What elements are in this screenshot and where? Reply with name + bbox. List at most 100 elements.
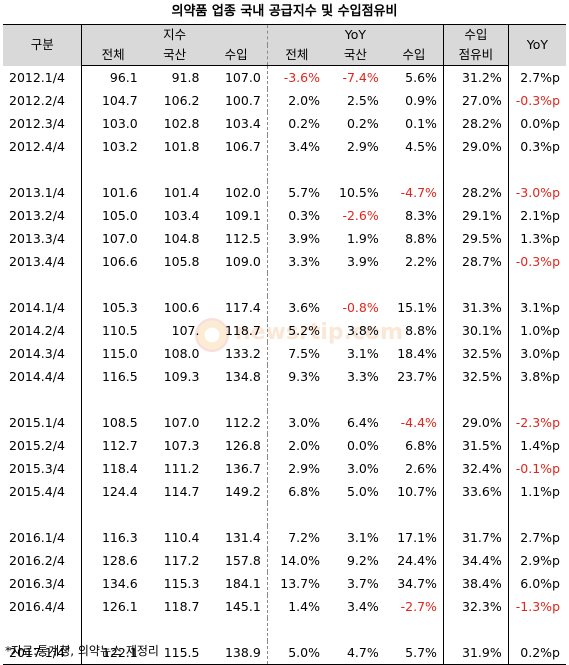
table-row: 2013.1/4 101.6 101.4 102.0 5.7% 10.5% -4.7% 28.… xyxy=(3,181,566,204)
spacer-cell xyxy=(443,273,509,296)
table-row: 2014.2/4 110.5 107. 118.7 5.2% 3.8% 8.8% 30.1% 1… xyxy=(3,319,566,342)
yoy-total-cell: 3.4% xyxy=(288,139,320,154)
spacer-cell xyxy=(267,158,326,181)
spacer-cell xyxy=(508,388,566,411)
quarter-cell: 2014.4/4 xyxy=(3,365,83,388)
yoy-import-cell: 2.2% xyxy=(384,250,444,273)
yoy-domestic-cell: 3.0% xyxy=(346,461,379,476)
yoy-import-cell: 0.9% xyxy=(384,89,444,112)
spacer-cell xyxy=(144,388,206,411)
share-yoy-cell: 6.0%p xyxy=(520,576,560,591)
yoy-total-cell: 3.6% xyxy=(288,300,320,315)
header-row-1: 구분 지수 YoY 수입 YoY xyxy=(3,24,566,66)
yoy-import-cell: 34.7% xyxy=(384,572,444,595)
index-domestic-cell: 102.8 xyxy=(163,116,200,131)
quarter-label: 2014.4/4 xyxy=(9,369,65,384)
quarter-label: 2013.1/4 xyxy=(9,185,65,200)
yoy-total-cell: 14.0% xyxy=(280,553,320,568)
index-domestic-cell: 101.4 xyxy=(163,185,200,200)
quarter-cell: 2014.1/4 xyxy=(3,296,83,319)
spacer-cell xyxy=(384,273,444,296)
spacer-cell xyxy=(443,618,509,641)
table-title: 의약품 업종 국내 공급지수 및 수입점유비 xyxy=(171,4,398,19)
spacer-cell xyxy=(508,618,566,641)
table-row: 2015.1/4 108.5 107.0 112.2 3.0% 6.4% -4.4% 29.0… xyxy=(3,411,566,434)
spacer-cell xyxy=(82,158,144,181)
import-share-cell: 31.2% xyxy=(443,65,509,89)
spacer-cell xyxy=(508,503,566,526)
spacer-cell xyxy=(3,388,83,411)
index-domestic-cell: 118.7 xyxy=(163,599,200,614)
table-row: 2012.2/4 104.7 106.2 100.7 2.0% 2.5% 0.9% 27.0%… xyxy=(3,89,566,112)
yoy-domestic-cell: 3.7% xyxy=(346,576,379,591)
share-yoy-cell: -3.0%p xyxy=(515,185,560,200)
quarter-cell: 2012.2/4 xyxy=(3,89,83,112)
yoy-import-cell: 0.1% xyxy=(384,112,444,135)
header-import-share-bottom: 점유비 xyxy=(443,45,509,66)
yoy-import-cell: 6.8% xyxy=(384,434,444,457)
spacer-cell xyxy=(205,503,268,526)
import-share-cell: 28.2% xyxy=(443,181,509,204)
index-import-cell: 134.8 xyxy=(205,365,268,388)
spacer-cell xyxy=(205,273,268,296)
share-yoy-cell: -0.1%p xyxy=(515,461,560,476)
index-import-cell: 100.7 xyxy=(205,89,268,112)
index-total-cell: 96.1 xyxy=(109,70,138,85)
yoy-total-cell: 5.7% xyxy=(288,185,320,200)
yoy-domestic-cell: 3.9% xyxy=(346,254,379,269)
import-share-cell: 30.1% xyxy=(443,319,509,342)
index-domestic-cell: 111.2 xyxy=(163,461,200,476)
spacer-cell xyxy=(82,388,144,411)
table-row: 2016.1/4 116.3 110.4 131.4 7.2% 3.1% 17.1% 31.7… xyxy=(3,526,566,549)
table-row: 2016.2/4 128.6 117.2 157.8 14.0% 9.2% 24.4% 34.… xyxy=(3,549,566,572)
spacer-cell xyxy=(82,618,144,641)
index-total-cell: 108.5 xyxy=(101,415,138,430)
spacer-cell xyxy=(326,158,385,181)
yoy-domestic-cell: 2.5% xyxy=(346,93,379,108)
share-yoy-cell: 2.9%p xyxy=(520,553,560,568)
yoy-domestic-cell: 0.0% xyxy=(346,438,379,453)
yoy-import-cell: -4.7% xyxy=(384,181,444,204)
table-row: 2013.2/4 105.0 103.4 109.1 0.3% -2.6% 8.3% 29.1… xyxy=(3,204,566,227)
spacer-cell xyxy=(508,158,566,181)
import-share-cell: 31.3% xyxy=(443,296,509,319)
yoy-total-cell: 6.8% xyxy=(288,484,320,499)
spacer-cell xyxy=(205,388,268,411)
index-total-cell: 101.6 xyxy=(101,185,138,200)
quarter-cell: 2016.3/4 xyxy=(3,572,83,595)
index-import-cell: 136.7 xyxy=(205,457,268,480)
group-spacer-row xyxy=(3,388,566,411)
spacer-cell xyxy=(267,273,326,296)
spacer-cell xyxy=(82,273,144,296)
quarter-label: 2016.3/4 xyxy=(9,576,65,591)
index-import-cell: 118.7 xyxy=(205,319,268,342)
quarter-cell: 2015.3/4 xyxy=(3,457,83,480)
quarter-label: 2016.4/4 xyxy=(9,599,65,614)
yoy-import-cell: 10.7% xyxy=(384,480,444,503)
preliminary-mark: P xyxy=(64,644,70,654)
spacer-cell xyxy=(144,503,206,526)
yoy-total-cell: 7.2% xyxy=(288,530,320,545)
table-row: 2012.3/4 103.0 102.8 103.4 0.2% 0.2% 0.1% 28.2%… xyxy=(3,112,566,135)
spacer-cell xyxy=(144,618,206,641)
index-total-cell: 122.1 xyxy=(81,641,144,665)
quarter-label: 2013.4/4 xyxy=(9,254,65,269)
share-yoy-cell: -2.3%p xyxy=(515,415,560,430)
spacer-cell xyxy=(82,503,144,526)
import-share-cell: 29.1% xyxy=(443,204,509,227)
spacer-cell xyxy=(384,158,444,181)
quarter-label: 2016.2/4 xyxy=(9,553,65,568)
import-share-cell: 31.7% xyxy=(443,526,509,549)
import-share-cell: 32.5% xyxy=(443,342,509,365)
index-total-cell: 106.6 xyxy=(101,254,138,269)
index-domestic-cell: 91.8 xyxy=(171,70,200,85)
import-share-cell: 38.4% xyxy=(443,572,509,595)
share-yoy-cell: 3.0%p xyxy=(520,346,560,361)
yoy-domestic-cell: -7.4% xyxy=(342,70,379,85)
index-total-cell: 124.4 xyxy=(101,484,138,499)
yoy-domestic-cell: 9.2% xyxy=(346,553,379,568)
index-total-cell: 134.6 xyxy=(101,576,138,591)
table-row: 2017.1/4P 122.1 115.5 138.9 5.0% 4.7% 5.7% 31.9… xyxy=(3,641,566,665)
table-row: 2015.2/4 112.7 107.3 126.8 2.0% 0.0% 6.8% 31.5%… xyxy=(3,434,566,457)
quarter-cell: 2015.4/4 xyxy=(3,480,83,503)
